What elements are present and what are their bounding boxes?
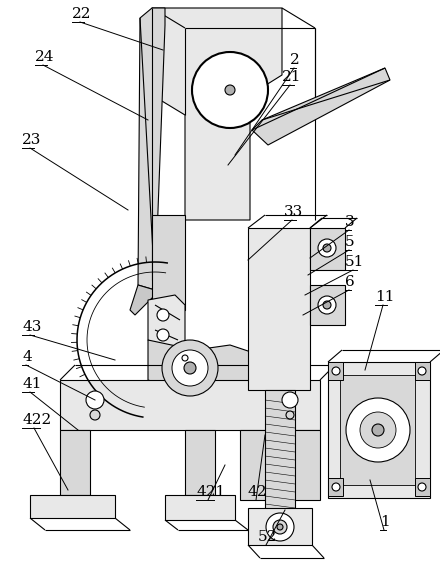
Polygon shape [310,228,345,270]
Polygon shape [148,340,275,395]
Circle shape [86,391,104,409]
Text: 2: 2 [290,53,300,67]
Polygon shape [240,430,320,500]
Circle shape [318,239,336,257]
Bar [328,478,343,496]
Polygon shape [148,295,185,355]
Circle shape [360,412,396,448]
Circle shape [318,296,336,314]
Polygon shape [248,508,312,545]
Polygon shape [310,285,345,325]
Circle shape [157,309,169,321]
Polygon shape [248,228,310,390]
Circle shape [266,513,294,541]
Circle shape [172,350,208,386]
Bar [328,362,343,380]
Text: 33: 33 [284,205,303,219]
Polygon shape [138,8,165,290]
Circle shape [225,85,235,95]
Circle shape [286,411,294,419]
Polygon shape [252,68,390,145]
Circle shape [418,483,426,491]
Circle shape [323,244,331,252]
Polygon shape [185,430,215,495]
Circle shape [192,52,268,128]
Circle shape [90,410,100,420]
Text: 5: 5 [345,235,355,249]
Circle shape [162,340,218,396]
Text: 21: 21 [282,70,301,84]
Circle shape [346,398,410,462]
Polygon shape [130,285,155,315]
Text: 22: 22 [72,7,92,21]
Polygon shape [328,362,430,498]
Circle shape [418,367,426,375]
Text: 1: 1 [380,515,390,529]
Text: 11: 11 [375,290,395,304]
Text: 41: 41 [22,377,41,391]
Polygon shape [165,495,235,520]
Circle shape [157,329,169,341]
Circle shape [332,483,340,491]
Text: 51: 51 [345,255,364,269]
Circle shape [372,424,384,436]
Text: 422: 422 [22,413,51,427]
Polygon shape [60,430,90,495]
Bar [340,375,415,485]
Text: 24: 24 [35,50,55,64]
Text: 6: 6 [345,275,355,289]
Polygon shape [60,380,320,430]
Circle shape [184,362,196,374]
Circle shape [273,520,287,534]
Polygon shape [152,8,282,220]
Text: 3: 3 [345,215,355,229]
Bar [415,362,430,380]
Circle shape [282,392,298,408]
Circle shape [182,355,188,361]
Text: 23: 23 [22,133,41,147]
Circle shape [332,367,340,375]
Polygon shape [30,495,115,518]
Text: 42: 42 [248,485,268,499]
Polygon shape [265,390,295,510]
Bar [415,478,430,496]
Text: 52: 52 [258,530,277,544]
Text: 43: 43 [22,320,41,334]
Circle shape [277,524,283,530]
Text: 421: 421 [196,485,225,499]
Circle shape [323,301,331,309]
Polygon shape [152,215,185,310]
Text: 4: 4 [22,350,32,364]
